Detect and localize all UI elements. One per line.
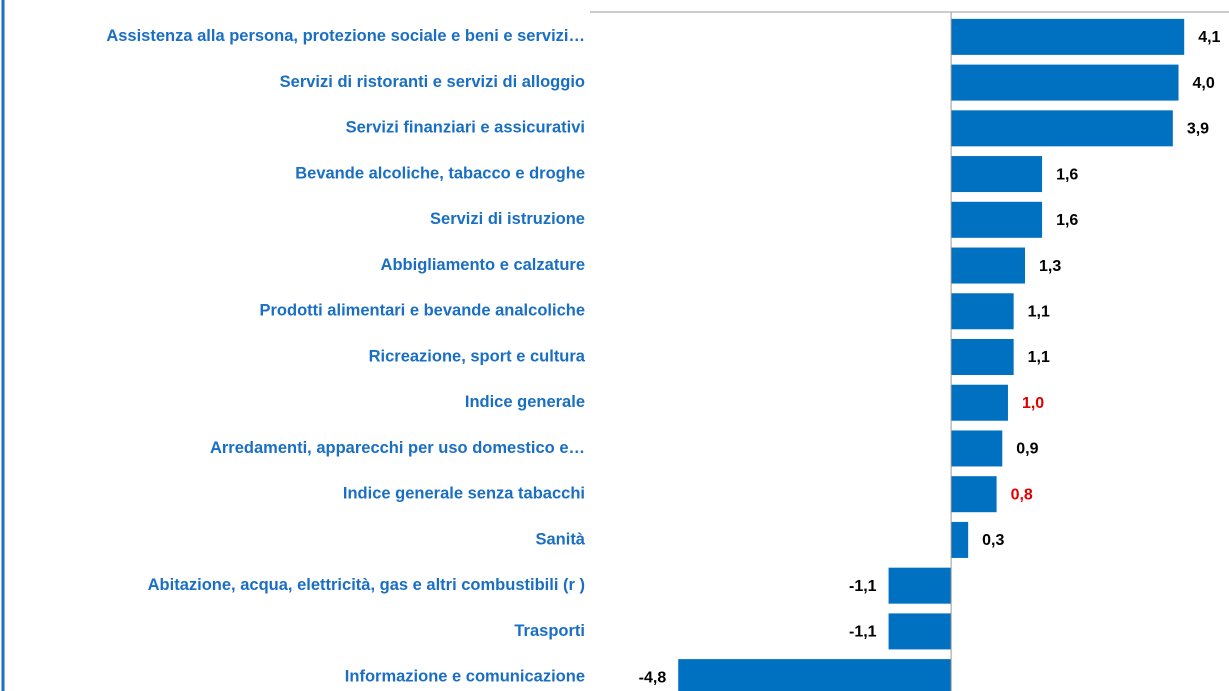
category-label: Abitazione, acqua, elettricità, gas e al… bbox=[148, 576, 585, 594]
value-label: 1,3 bbox=[1039, 258, 1061, 275]
category-label: Sanità bbox=[535, 530, 585, 548]
category-label: Prodotti alimentari e bevande analcolich… bbox=[259, 302, 585, 320]
bar bbox=[888, 613, 952, 650]
category-label: Servizi di ristoranti e servizi di allog… bbox=[280, 73, 585, 91]
bar bbox=[951, 430, 1003, 467]
value-label: 4,0 bbox=[1193, 75, 1215, 92]
bar bbox=[951, 18, 1185, 55]
category-label: Ricreazione, sport e cultura bbox=[369, 347, 586, 365]
value-label: 1,1 bbox=[1028, 349, 1050, 366]
bar bbox=[951, 201, 1043, 238]
bar bbox=[951, 64, 1179, 101]
bar bbox=[951, 247, 1026, 284]
value-label: 3,9 bbox=[1187, 121, 1209, 138]
bar bbox=[951, 110, 1173, 147]
category-label: Indice generale senza tabacchi bbox=[343, 485, 585, 503]
value-label: 0,9 bbox=[1016, 441, 1038, 458]
value-label: 0,8 bbox=[1011, 486, 1033, 503]
bar bbox=[951, 521, 969, 558]
value-label: 1,6 bbox=[1056, 166, 1078, 183]
bar bbox=[951, 339, 1014, 375]
category-label: Assistenza alla persona, protezione soci… bbox=[106, 27, 585, 45]
category-label: Trasporti bbox=[514, 622, 585, 640]
value-label: -1,1 bbox=[849, 578, 877, 595]
value-label: 4,1 bbox=[1198, 29, 1220, 46]
category-label: Servizi di istruzione bbox=[430, 210, 585, 228]
value-label: -1,1 bbox=[849, 624, 877, 641]
value-label: 1,6 bbox=[1056, 212, 1078, 229]
value-label: 1,0 bbox=[1022, 395, 1044, 412]
value-label: 1,1 bbox=[1028, 303, 1050, 320]
value-label: 0,3 bbox=[982, 532, 1004, 549]
category-label: Informazione e comunicazione bbox=[345, 667, 585, 685]
category-label: Abbigliamento e calzature bbox=[381, 256, 585, 274]
category-label: Arredamenti, apparecchi per uso domestic… bbox=[210, 439, 585, 457]
category-label: Bevande alcoliche, tabacco e droghe bbox=[295, 164, 585, 182]
bar bbox=[951, 293, 1014, 330]
bar bbox=[678, 659, 952, 691]
bar bbox=[951, 384, 1008, 421]
bar bbox=[951, 156, 1043, 193]
category-label: Servizi finanziari e assicurativi bbox=[346, 119, 585, 137]
category-label: Indice generale bbox=[465, 393, 585, 411]
value-label: -4,8 bbox=[639, 669, 667, 686]
bar bbox=[888, 567, 952, 604]
bar bbox=[951, 476, 997, 513]
